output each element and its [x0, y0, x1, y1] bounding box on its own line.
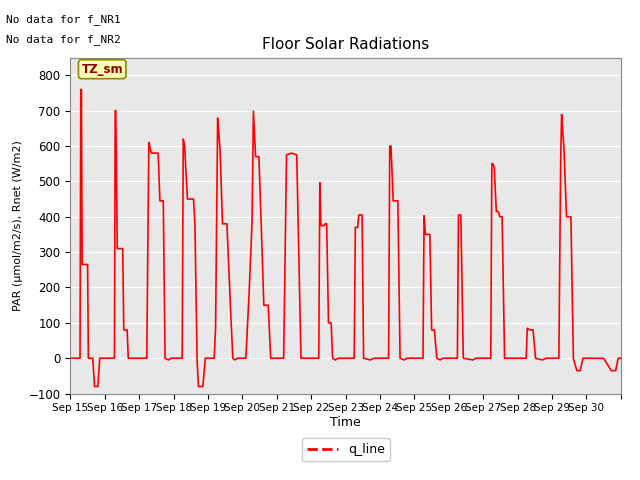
Title: Floor Solar Radiations: Floor Solar Radiations: [262, 37, 429, 52]
Y-axis label: PAR (μmol/m2/s), Rnet (W/m2): PAR (μmol/m2/s), Rnet (W/m2): [13, 140, 23, 311]
X-axis label: Time: Time: [330, 416, 361, 429]
Text: No data for f_NR1: No data for f_NR1: [6, 14, 121, 25]
Legend: q_line: q_line: [301, 438, 390, 461]
Text: TZ_sm: TZ_sm: [81, 63, 123, 76]
Text: No data for f_NR2: No data for f_NR2: [6, 34, 121, 45]
